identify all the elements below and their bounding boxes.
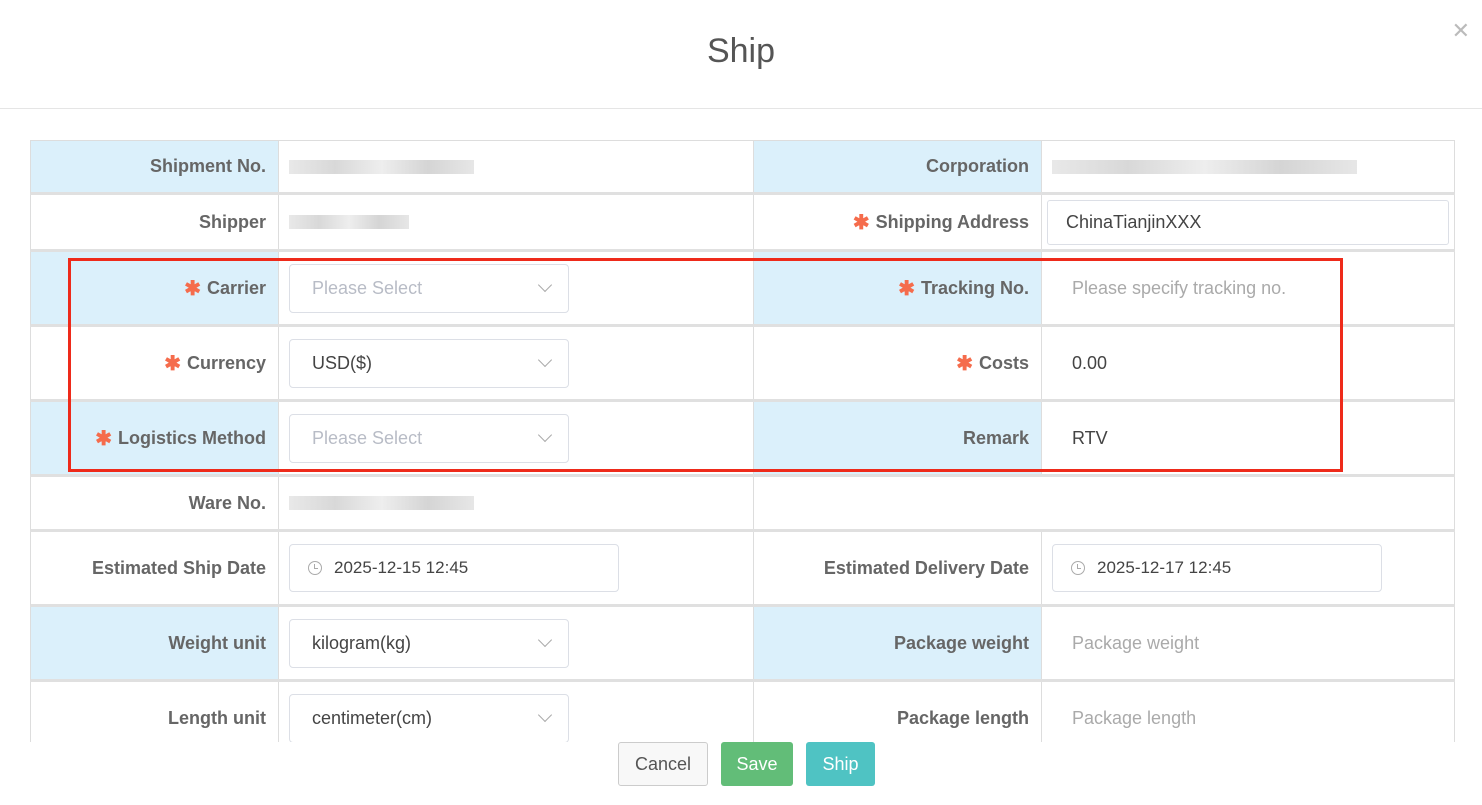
dialog-title: Ship	[706, 32, 776, 70]
remark-label: Remark	[754, 402, 1042, 474]
package-weight-label: Package weight	[754, 607, 1042, 679]
save-button[interactable]: Save	[721, 742, 793, 786]
ware-no-label: Ware No.	[31, 477, 279, 529]
est-ship-date-label: Estimated Ship Date	[31, 532, 279, 604]
chevron-down-icon	[537, 427, 553, 443]
logistics-method-label: ✱ Logistics Method	[31, 402, 279, 474]
shipment-no-value-redacted	[289, 159, 474, 174]
row-dates: Estimated Ship Date 2025-12-15 12:45 Est…	[30, 532, 1455, 607]
length-unit-label: Length unit	[31, 682, 279, 742]
row-weight: Weight unit kilogram(kg) Package weight …	[30, 607, 1455, 682]
cancel-button[interactable]: Cancel	[618, 742, 708, 786]
carrier-select[interactable]: Please Select	[289, 263, 569, 313]
remark-input[interactable]: RTV	[1072, 427, 1108, 448]
clock-icon	[1071, 561, 1085, 575]
row-ware: Ware No.	[30, 477, 1455, 532]
length-unit-select[interactable]: centimeter(cm)	[289, 693, 569, 742]
ship-form: Shipment No. Corporation Shipper ✱ Shippi…	[30, 140, 1455, 742]
tracking-no-label: ✱ Tracking No.	[754, 252, 1042, 324]
costs-label: ✱ Costs	[754, 327, 1042, 399]
row-shipper: Shipper ✱ Shipping Address ChinaTianjinXX…	[30, 195, 1455, 252]
corporation-value-redacted	[1052, 159, 1357, 174]
est-ship-date-picker[interactable]: 2025-12-15 12:45	[289, 544, 619, 592]
tracking-no-input[interactable]: Please specify tracking no.	[1072, 277, 1287, 298]
weight-unit-select[interactable]: kilogram(kg)	[289, 618, 569, 668]
currency-select[interactable]: USD($)	[289, 338, 569, 388]
dialog-header: Ship ✕	[0, 0, 1482, 109]
chevron-down-icon	[537, 277, 553, 293]
clock-icon	[308, 561, 322, 575]
est-delivery-date-label: Estimated Delivery Date	[754, 532, 1042, 604]
shipper-label: Shipper	[31, 195, 279, 249]
row-logistics: ✱ Logistics Method Please Select Remark R…	[30, 402, 1455, 477]
ship-button[interactable]: Ship	[806, 742, 875, 786]
shipper-value-redacted	[289, 215, 409, 229]
package-weight-input[interactable]: Package weight	[1072, 632, 1200, 653]
logistics-method-select[interactable]: Please Select	[289, 413, 569, 463]
est-delivery-date-picker[interactable]: 2025-12-17 12:45	[1052, 544, 1382, 592]
ware-no-value-redacted	[289, 496, 474, 510]
currency-label: ✱ Currency	[31, 327, 279, 399]
corporation-label: Corporation	[754, 141, 1042, 192]
carrier-label: ✱ Carrier	[31, 252, 279, 324]
shipping-address-label: ✱ Shipping Address	[754, 195, 1042, 249]
row-shipment: Shipment No. Corporation	[30, 141, 1455, 195]
shipping-address-input[interactable]: ChinaTianjinXXX	[1047, 199, 1449, 245]
dialog-footer: Cancel Save Ship	[618, 742, 875, 786]
costs-input[interactable]: 0.00	[1072, 352, 1108, 373]
chevron-down-icon	[537, 632, 553, 648]
row-currency: ✱ Currency USD($) ✱ Costs 0.00	[30, 327, 1455, 402]
chevron-down-icon	[537, 352, 553, 368]
row-length: Length unit centimeter(cm) Package lengt…	[30, 682, 1455, 742]
close-icon[interactable]: ✕	[1451, 18, 1470, 43]
package-length-label: Package length	[754, 682, 1042, 742]
chevron-down-icon	[537, 707, 553, 723]
shipment-no-label: Shipment No.	[31, 141, 279, 192]
row-carrier: ✱ Carrier Please Select ✱ Tracking No. Ple…	[30, 252, 1455, 327]
package-length-input[interactable]: Package length	[1072, 707, 1197, 728]
weight-unit-label: Weight unit	[31, 607, 279, 679]
